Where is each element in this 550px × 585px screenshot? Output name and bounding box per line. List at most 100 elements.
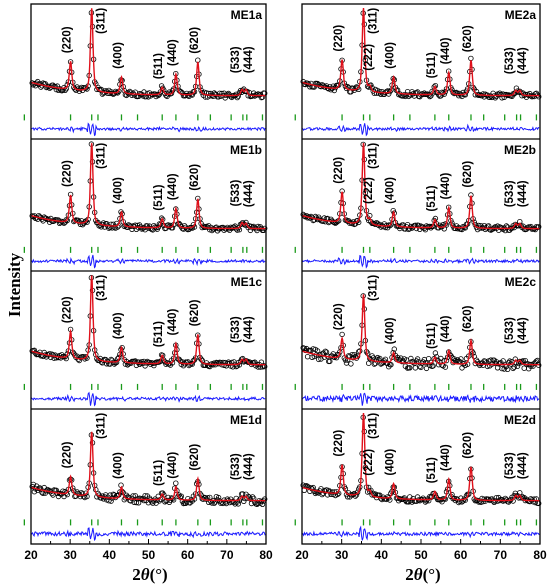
difference-curve — [30, 122, 266, 137]
observed-point — [369, 492, 375, 498]
observed-point — [464, 221, 471, 227]
bragg-markers — [294, 519, 538, 526]
observed-point — [243, 219, 249, 226]
bragg-markers — [294, 114, 538, 121]
observed-point — [327, 358, 333, 365]
calculated-curve — [30, 431, 266, 502]
difference-curve — [301, 525, 540, 541]
calculated-curve — [30, 143, 266, 230]
column-me1: (220)(311)(400) (511) (440) (620)(533) (444)… — [23, 3, 273, 562]
panel-label: ME1c — [231, 275, 263, 289]
hkl-label: (220) — [62, 296, 74, 323]
observed-point — [168, 90, 175, 96]
panel-me2c: (220) (311) (400) (511) (440) (620) (533) (444)… — [294, 275, 542, 410]
bragg-markers — [294, 246, 538, 253]
observed-point — [388, 362, 394, 368]
calculated-curve — [30, 8, 266, 97]
observed-point — [514, 363, 521, 369]
observed-point — [423, 223, 430, 229]
observed-point — [458, 356, 464, 362]
hkl-label: (400) — [113, 42, 125, 69]
x-tick-label: 40 — [375, 548, 389, 562]
difference-curve — [30, 254, 266, 269]
x-tick-label: 50 — [142, 548, 156, 562]
observed-point — [31, 489, 38, 495]
observed-point — [531, 496, 537, 502]
observed-point — [500, 358, 506, 364]
hkl-label: (400) — [385, 177, 397, 204]
observed-point — [241, 498, 247, 504]
hkl-label: (311) — [368, 413, 380, 439]
bragg-markers — [23, 114, 264, 121]
observed-point — [235, 93, 241, 99]
observed-point — [322, 348, 329, 354]
hkl-label: (511) — [153, 184, 165, 210]
hkl-label: (511) — [426, 52, 438, 78]
observed-point — [82, 219, 88, 225]
observed-point — [412, 365, 419, 371]
hkl-label: (440) — [167, 452, 179, 479]
hkl-label: (444) — [517, 180, 529, 207]
observed-point — [323, 349, 330, 355]
observed-point — [83, 354, 89, 360]
observed-point — [108, 498, 114, 504]
hkl-label: (220) — [333, 430, 345, 457]
panel-me1a: (220) (311) (400) (511) (440) (620) (533) (444)… — [23, 8, 268, 140]
observed-point — [304, 354, 311, 360]
observed-point — [133, 499, 140, 506]
panel-me1b: (220) (311) (400) (511) (440) (620) (533) (444)… — [23, 141, 268, 272]
hkl-label: (220) — [333, 303, 345, 330]
x-tick-label: 60 — [181, 548, 195, 562]
calculated-curve — [301, 413, 540, 502]
x-tick-label: 20 — [24, 548, 38, 562]
hkl-label: (511) — [153, 460, 165, 486]
observed-point — [185, 496, 191, 502]
column-me2: (220)(311)(222) (400) (511)(440) (620)(533)… — [294, 3, 547, 562]
difference-curve — [30, 391, 266, 407]
hkl-label: (400) — [113, 312, 125, 339]
panel-label: ME2d — [504, 413, 536, 427]
hkl-label: (311) — [96, 413, 108, 439]
observed-point — [482, 358, 488, 364]
hkl-label: (511) — [153, 321, 165, 347]
panel-label: ME2b — [504, 143, 536, 157]
hkl-label: (511) — [426, 185, 438, 211]
observed-point — [432, 350, 439, 356]
hkl-label: (444) — [517, 317, 529, 344]
observed-point — [377, 355, 383, 362]
observed-point — [414, 356, 421, 362]
hkl-label: (620) — [189, 299, 201, 326]
panel-me1d: (220) (311) (400) (511) (440) (620) (533) (444)… — [23, 413, 268, 542]
observed-point — [407, 365, 413, 371]
observed-point — [423, 365, 430, 372]
difference-curve — [301, 123, 540, 137]
difference-curve — [301, 254, 540, 269]
observed-point — [130, 493, 136, 499]
hkl-label: (533) — [504, 452, 516, 479]
observed-point — [259, 501, 266, 507]
y-axis-label: Intensity — [5, 252, 24, 317]
hkl-label: (533) — [230, 179, 242, 206]
hkl-label: (311) — [368, 143, 380, 169]
x-tick-label: 30 — [63, 548, 77, 562]
hkl-label: (400) — [385, 449, 397, 476]
hkl-label: (620) — [189, 164, 201, 191]
x-axis-label-left: 2θ(°) — [132, 565, 167, 584]
hkl-label: (400) — [385, 317, 397, 344]
x-axis: 20 30 40 50 60 70 80 — [295, 539, 547, 562]
hkl-label: (444) — [243, 180, 255, 207]
observed-point — [533, 358, 540, 364]
observed-point — [343, 360, 350, 366]
observed-point — [173, 480, 179, 486]
observed-point — [536, 93, 542, 100]
observed-point — [442, 88, 449, 95]
hkl-label: (220) — [333, 157, 345, 184]
observed-point — [235, 501, 241, 507]
bragg-markers — [23, 246, 264, 253]
x-tick-label: 20 — [295, 548, 309, 562]
observed-point — [524, 91, 531, 98]
observed-point — [339, 331, 345, 338]
difference-curve — [30, 527, 266, 542]
hkl-label: (444) — [243, 453, 255, 480]
hkl-label: (533) — [230, 46, 242, 73]
